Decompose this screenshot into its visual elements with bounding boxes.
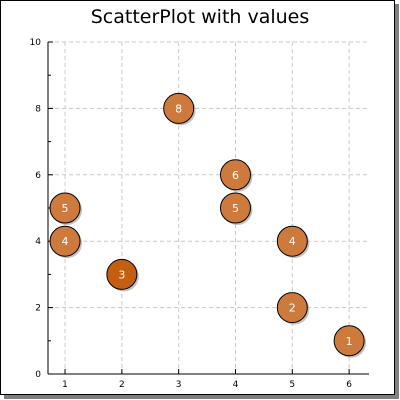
point-marker — [49, 192, 81, 224]
x-tick-label: 1 — [62, 380, 68, 390]
point-value-label: 6 — [232, 169, 239, 182]
point-value-label: 8 — [175, 102, 182, 115]
point-value-label: 3 — [118, 268, 125, 281]
x-tick-label: 2 — [119, 380, 125, 390]
point-value-label: 5 — [62, 202, 69, 215]
point-value-label: 4 — [62, 235, 69, 248]
point-marker — [276, 225, 308, 257]
point-value-label: 5 — [232, 202, 239, 215]
point-marker — [333, 325, 365, 357]
point-value-label: 1 — [346, 335, 353, 348]
chart-title: ScatterPlot with values — [90, 6, 310, 28]
axes — [47, 42, 369, 375]
point-marker — [163, 92, 195, 124]
point-value-label: 2 — [289, 302, 296, 315]
point-marker — [49, 225, 81, 257]
y-tick-label: 6 — [35, 171, 41, 181]
point-marker — [219, 192, 251, 224]
y-tick-label: 4 — [35, 237, 41, 247]
x-tick-label: 3 — [176, 380, 182, 390]
point-value-label: 4 — [289, 235, 296, 248]
x-tick-label: 5 — [289, 380, 295, 390]
y-tick-label: 8 — [35, 104, 41, 114]
point-marker — [219, 159, 251, 191]
point-marker — [106, 258, 138, 290]
y-tick-label: 0 — [35, 370, 41, 380]
point-marker — [276, 292, 308, 324]
x-tick-label: 4 — [233, 380, 239, 390]
y-tick-label: 2 — [35, 304, 41, 314]
points: 5 4 3 8 6 5 4 2 1 — [49, 92, 367, 358]
grid — [48, 41, 369, 374]
x-tick-label: 6 — [346, 380, 352, 390]
y-tick-label: 10 — [30, 38, 42, 48]
